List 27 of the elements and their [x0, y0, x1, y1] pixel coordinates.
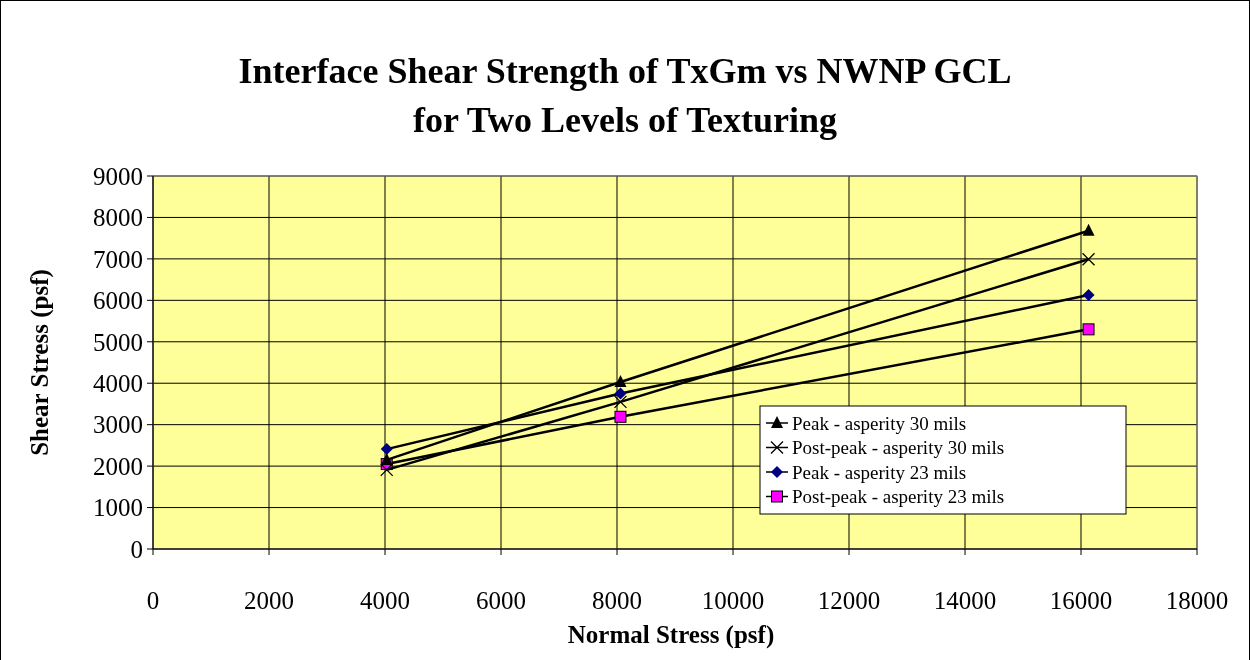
x-tick-label: 14000 — [933, 587, 997, 614]
y-tick-label: 9000 — [93, 162, 143, 190]
legend-label: Post-peak - asperity 30 mils — [792, 437, 1005, 459]
y-tick-label: 7000 — [93, 245, 143, 273]
y-tick-label: 3000 — [93, 411, 143, 439]
x-tick-label: 0 — [146, 587, 160, 614]
x-tick-label: 8000 — [592, 587, 642, 614]
x-tick-label: 12000 — [817, 587, 881, 614]
y-tick-label: 5000 — [93, 328, 143, 356]
x-tick-label: 6000 — [476, 587, 526, 614]
x-tick-label: 10000 — [701, 587, 765, 614]
legend-label: Peak - asperity 30 mils — [792, 412, 967, 434]
x-tick-label: 4000 — [360, 587, 410, 614]
y-tick-label: 4000 — [93, 369, 143, 397]
x-tick-label: 2000 — [244, 587, 294, 614]
x-tick-label: 18000 — [1165, 587, 1229, 614]
y-tick-label: 6000 — [93, 287, 143, 315]
y-tick-label: 2000 — [93, 452, 143, 480]
y-tick-label: 8000 — [93, 204, 143, 232]
legend-label: Post-peak - asperity 23 mils — [792, 486, 1005, 508]
chart-title: Interface Shear Strength of TxGm vs NWNP GCL for Two Levels of Texturing — [238, 51, 1012, 140]
y-tick-label: 0 — [130, 535, 143, 563]
legend-label: Peak - asperity 23 mils — [792, 461, 967, 483]
y-axis-title: Shear Stress (psf) — [26, 269, 54, 456]
x-axis-title: Normal Stress (psf) — [567, 621, 775, 649]
y-tick-label: 1000 — [93, 494, 143, 522]
x-tick-label: 16000 — [1049, 587, 1113, 614]
